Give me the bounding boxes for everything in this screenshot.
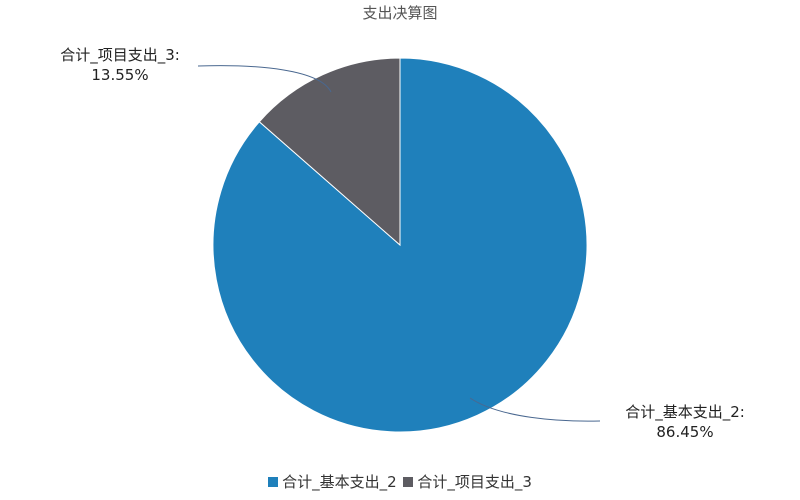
legend-item-project[interactable]: 合计_项目支出_3 (403, 471, 532, 492)
leader-line (469, 397, 601, 422)
legend-item-basic[interactable]: 合计_基本支出_2 (268, 471, 397, 492)
legend-swatch (268, 476, 279, 487)
pie-slice[interactable] (258, 57, 401, 247)
data-label-value: 13.55% (91, 66, 149, 84)
legend-swatch (403, 476, 414, 487)
data-label-project: 合计_项目支出_3: 13.55% (30, 45, 210, 85)
leader-line (197, 65, 332, 93)
data-label-value: 86.45% (656, 423, 714, 441)
legend: 合计_基本支出_2 合计_项目支出_3 (0, 471, 800, 492)
chart-title: 支出决算图 (362, 4, 438, 22)
legend-label: 合计_项目支出_3 (417, 473, 532, 491)
data-label-name: 合计_项目支出_3: (60, 46, 180, 64)
data-label-basic: 合计_基本支出_2: 86.45% (595, 402, 775, 442)
data-label-name: 合计_基本支出_2: (625, 403, 745, 421)
legend-label: 合计_基本支出_2 (282, 473, 397, 491)
